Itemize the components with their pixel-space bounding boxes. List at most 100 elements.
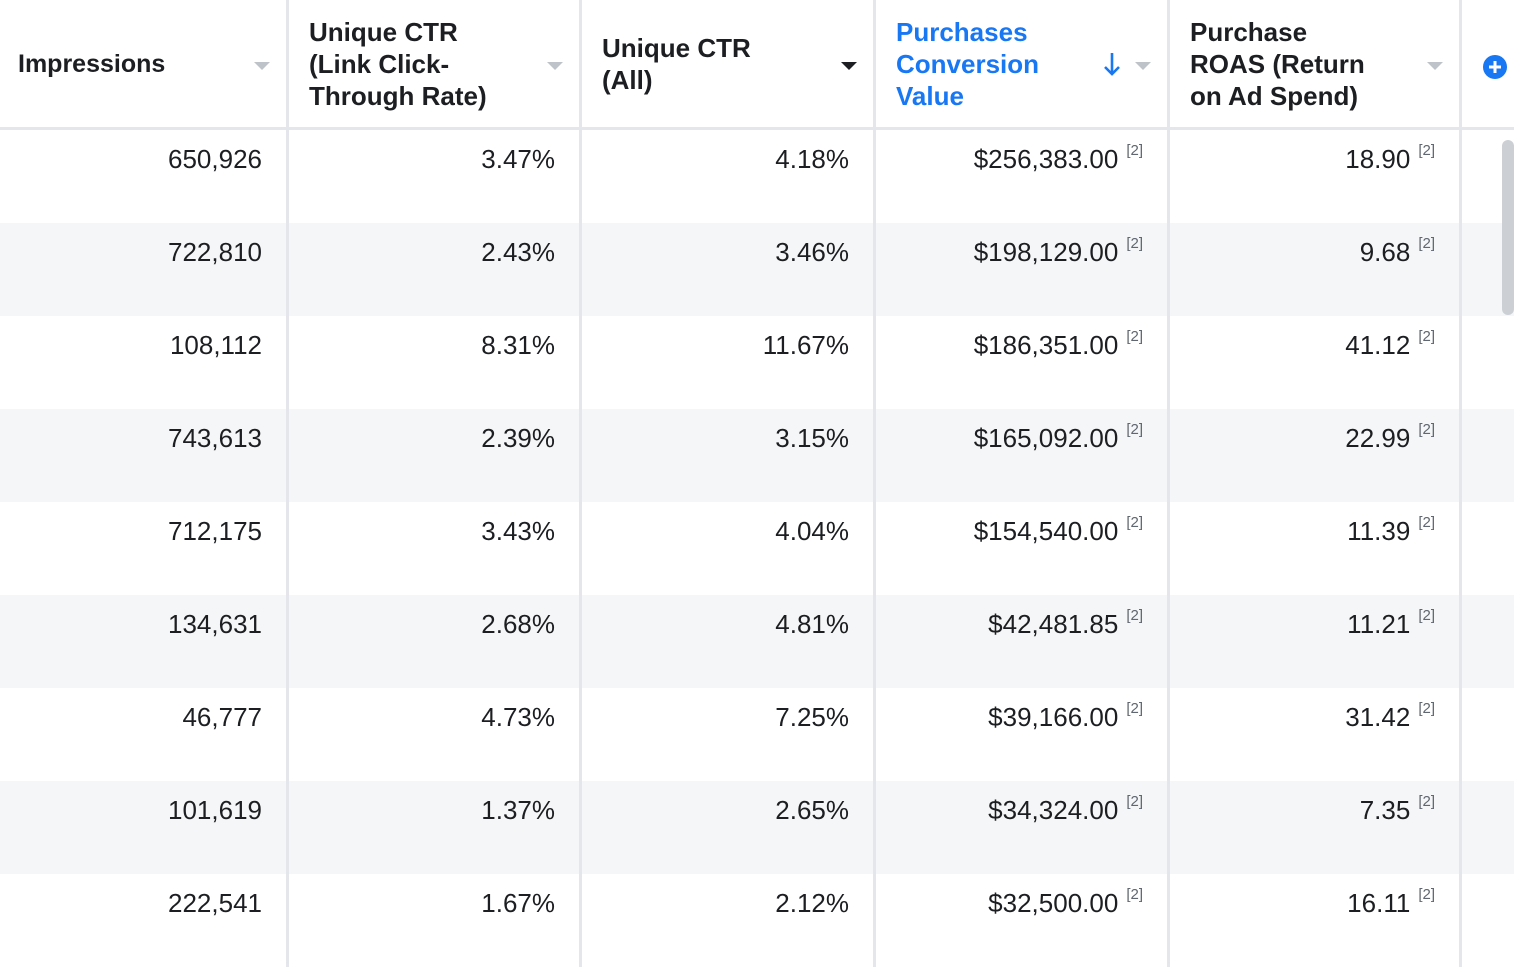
footnote-marker[interactable]: [2] [1418,886,1435,903]
spacer-cell [1462,781,1514,874]
footnote-marker[interactable]: [2] [1418,235,1435,252]
column-header-unique-ctr-link[interactable]: Unique CTR (Link Click- Through Rate) [289,0,582,127]
table-row[interactable]: 134,631 2.68% 4.81% $42,481.85 [2] 11.21 [… [0,595,1514,688]
chevron-down-icon[interactable] [547,62,563,70]
unique-ctr-link-cell: 1.37% [289,781,582,874]
unique-ctr-all-value: 7.25% [775,702,849,732]
impressions-cell: 134,631 [0,595,289,688]
footnote-marker[interactable]: [2] [1418,607,1435,624]
vertical-scrollbar[interactable] [1502,140,1514,315]
unique-ctr-all-cell: 2.12% [582,874,876,967]
unique-ctr-all-value: 3.15% [775,423,849,453]
unique-ctr-all-cell: 4.18% [582,130,876,223]
unique-ctr-link-value: 1.37% [481,795,555,825]
column-header-label: Purchase ROAS (Return on Ad Spend) [1190,16,1365,111]
add-column-icon[interactable] [1482,54,1508,80]
roas-value: 11.21 [1347,609,1411,639]
unique-ctr-all-value: 2.65% [775,795,849,825]
roas-value: 31.42 [1345,702,1411,732]
column-header-unique-ctr-all[interactable]: Unique CTR (All) [582,0,876,127]
conversion-value-cell: $186,351.00 [2] [876,316,1170,409]
column-header-label: Unique CTR (Link Click- Through Rate) [309,16,487,111]
unique-ctr-all-cell: 3.46% [582,223,876,316]
sort-descending-icon[interactable] [1101,50,1123,78]
impressions-value: 134,631 [168,609,262,639]
roas-value: 16.11 [1347,888,1411,918]
column-header-impressions[interactable]: Impressions [0,0,289,127]
footnote-marker[interactable]: [2] [1418,142,1435,159]
table-row[interactable]: 101,619 1.37% 2.65% $34,324.00 [2] 7.35 [2… [0,781,1514,874]
impressions-cell: 743,613 [0,409,289,502]
column-header-label: Purchases Conversion Value [896,16,1040,111]
unique-ctr-link-value: 1.67% [481,888,555,918]
footnote-marker[interactable]: [2] [1126,700,1143,717]
unique-ctr-link-cell: 3.43% [289,502,582,595]
column-header-purchases-conversion-value[interactable]: Purchases Conversion Value [876,0,1170,127]
footnote-marker[interactable]: [2] [1126,793,1143,810]
unique-ctr-all-cell: 11.67% [582,316,876,409]
table-row[interactable]: 46,777 4.73% 7.25% $39,166.00 [2] 31.42 [2… [0,688,1514,781]
table-row[interactable]: 650,926 3.47% 4.18% $256,383.00 [2] 18.90… [0,130,1514,223]
spacer-cell [1462,595,1514,688]
footnote-marker[interactable]: [2] [1418,514,1435,531]
unique-ctr-all-value: 2.12% [775,888,849,918]
table-row[interactable]: 108,112 8.31% 11.67% $186,351.00 [2] 41.1… [0,316,1514,409]
unique-ctr-link-value: 2.43% [481,237,555,267]
table-row[interactable]: 722,810 2.43% 3.46% $198,129.00 [2] 9.68 [… [0,223,1514,316]
impressions-value: 46,777 [182,702,262,732]
roas-cell: 41.12 [2] [1170,316,1462,409]
table-row[interactable]: 222,541 1.67% 2.12% $32,500.00 [2] 16.11 [… [0,874,1514,967]
impressions-cell: 650,926 [0,130,289,223]
footnote-marker[interactable]: [2] [1418,328,1435,345]
footnote-marker[interactable]: [2] [1126,421,1143,438]
chevron-down-icon[interactable] [1427,62,1443,70]
roas-value: 22.99 [1345,423,1411,453]
footnote-marker[interactable]: [2] [1126,235,1143,252]
conversion-value: $39,166.00 [988,702,1119,732]
table-body: 650,926 3.47% 4.18% $256,383.00 [2] 18.90… [0,130,1514,967]
footnote-marker[interactable]: [2] [1126,328,1143,345]
impressions-value: 650,926 [168,144,262,174]
conversion-value: $198,129.00 [973,237,1119,267]
table-row[interactable]: 712,175 3.43% 4.04% $154,540.00 [2] 11.39… [0,502,1514,595]
footnote-marker[interactable]: [2] [1126,607,1143,624]
footnote-marker[interactable]: [2] [1418,700,1435,717]
footnote-marker[interactable]: [2] [1126,142,1143,159]
footnote-marker[interactable]: [2] [1126,886,1143,903]
conversion-value-cell: $198,129.00 [2] [876,223,1170,316]
column-header-purchase-roas[interactable]: Purchase ROAS (Return on Ad Spend) [1170,0,1462,127]
chevron-down-icon[interactable] [254,62,270,70]
unique-ctr-link-cell: 8.31% [289,316,582,409]
impressions-value: 108,112 [169,330,262,360]
roas-value: 9.68 [1359,237,1411,267]
footnote-marker[interactable]: [2] [1418,421,1435,438]
unique-ctr-link-cell: 2.39% [289,409,582,502]
roas-value: 18.90 [1345,144,1411,174]
conversion-value: $154,540.00 [973,516,1119,546]
table-row[interactable]: 743,613 2.39% 3.15% $165,092.00 [2] 22.99… [0,409,1514,502]
spacer-cell [1462,874,1514,967]
unique-ctr-all-cell: 4.04% [582,502,876,595]
chevron-down-icon[interactable] [1135,62,1151,70]
impressions-value: 722,810 [168,237,262,267]
unique-ctr-link-cell: 4.73% [289,688,582,781]
conversion-value: $165,092.00 [973,423,1119,453]
impressions-cell: 712,175 [0,502,289,595]
unique-ctr-all-cell: 4.81% [582,595,876,688]
unique-ctr-link-value: 8.31% [481,330,555,360]
roas-cell: 18.90 [2] [1170,130,1462,223]
conversion-value: $32,500.00 [988,888,1119,918]
impressions-value: 743,613 [168,423,262,453]
impressions-cell: 222,541 [0,874,289,967]
conversion-value: $256,383.00 [973,144,1119,174]
spacer-cell [1462,502,1514,595]
chevron-down-icon[interactable] [841,62,857,70]
impressions-cell: 722,810 [0,223,289,316]
conversion-value: $186,351.00 [973,330,1119,360]
unique-ctr-all-value: 4.18% [775,144,849,174]
footnote-marker[interactable]: [2] [1418,793,1435,810]
footnote-marker[interactable]: [2] [1126,514,1143,531]
conversion-value: $34,324.00 [988,795,1119,825]
unique-ctr-link-value: 3.43% [481,516,555,546]
